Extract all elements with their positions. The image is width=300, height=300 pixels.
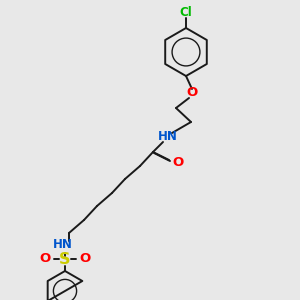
Text: O: O	[39, 253, 51, 266]
Text: HN: HN	[53, 238, 73, 251]
Text: O: O	[186, 86, 198, 100]
Text: O: O	[172, 155, 184, 169]
Text: S: S	[59, 251, 71, 266]
Text: O: O	[80, 253, 91, 266]
Text: HN: HN	[158, 130, 178, 143]
Text: Cl: Cl	[180, 5, 192, 19]
